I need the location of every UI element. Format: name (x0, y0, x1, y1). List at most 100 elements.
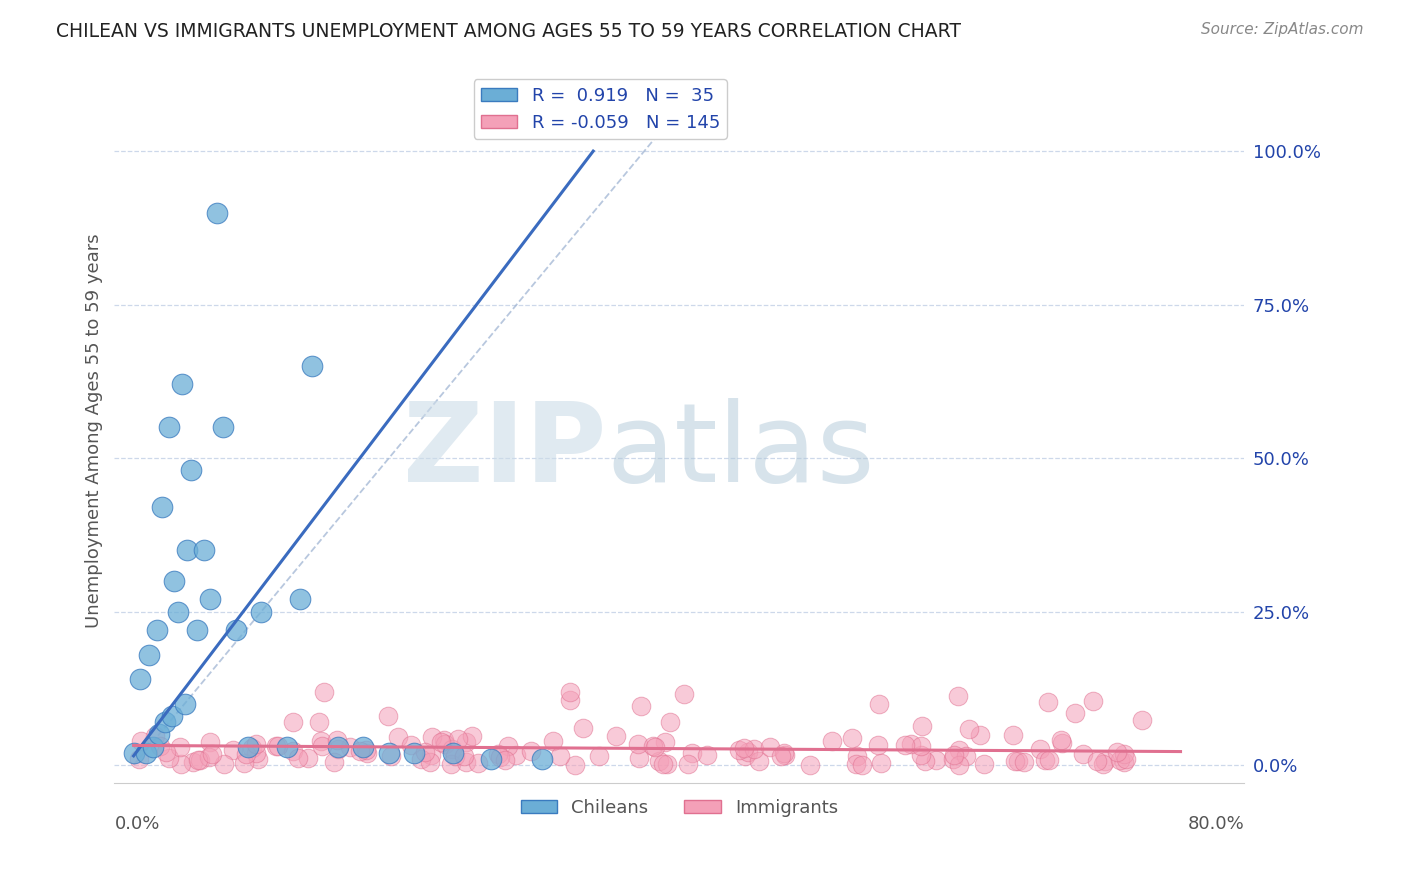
Point (447, 731, 470, 746)
Point (519, 744, 541, 758)
Point (900, 737, 922, 751)
Point (193, 543, 215, 558)
Point (186, 623, 208, 637)
Point (148, 727, 170, 741)
Point (266, 739, 288, 753)
Point (564, 757, 586, 772)
Point (727, 743, 749, 757)
Point (742, 742, 765, 756)
Point (969, 728, 991, 742)
Point (430, 735, 453, 749)
Point (1112, 747, 1135, 761)
Point (1115, 752, 1137, 766)
Point (479, 752, 502, 766)
Text: CHILEAN VS IMMIGRANTS UNEMPLOYMENT AMONG AGES 55 TO 59 YEARS CORRELATION CHART: CHILEAN VS IMMIGRANTS UNEMPLOYMENT AMONG… (56, 22, 962, 41)
Point (696, 748, 718, 763)
Point (443, 748, 465, 763)
Point (681, 747, 703, 761)
Point (309, 733, 332, 747)
Point (733, 740, 755, 755)
Point (870, 756, 893, 771)
Point (772, 746, 794, 760)
Point (657, 756, 679, 771)
Point (841, 731, 863, 745)
Point (1029, 742, 1052, 756)
Point (148, 739, 170, 753)
Point (496, 739, 519, 754)
Point (676, 757, 699, 772)
Point (454, 755, 477, 769)
Point (1036, 695, 1059, 709)
Point (1105, 745, 1128, 759)
Point (240, 740, 263, 755)
Point (441, 746, 464, 760)
Point (799, 757, 821, 772)
Point (868, 738, 890, 752)
Point (409, 752, 432, 766)
Point (276, 739, 298, 754)
Point (222, 743, 245, 757)
Point (301, 359, 323, 373)
Point (308, 715, 330, 730)
Point (1085, 754, 1108, 768)
Point (160, 709, 183, 723)
Point (652, 757, 675, 772)
Point (181, 756, 204, 770)
Legend: Chileans, Immigrants: Chileans, Immigrants (513, 791, 845, 824)
Point (339, 740, 361, 755)
Point (356, 743, 378, 757)
Point (759, 740, 782, 755)
Point (821, 733, 844, 747)
Point (911, 719, 934, 733)
Point (281, 715, 304, 730)
Point (440, 742, 463, 756)
Point (541, 734, 564, 748)
Point (654, 735, 676, 749)
Point (648, 754, 671, 768)
Point (378, 746, 401, 760)
Point (673, 687, 696, 701)
Point (1001, 729, 1024, 743)
Point (172, 377, 194, 392)
Point (1064, 706, 1087, 720)
Point (356, 747, 378, 761)
Point (1049, 733, 1071, 747)
Point (380, 749, 402, 764)
Point (287, 750, 309, 764)
Point (129, 733, 152, 747)
Point (399, 739, 422, 753)
Point (494, 753, 516, 767)
Point (155, 715, 177, 730)
Point (924, 753, 946, 767)
Point (627, 737, 650, 751)
Point (176, 543, 198, 558)
Point (205, 205, 228, 219)
Point (198, 592, 221, 607)
Point (948, 742, 970, 756)
Point (1114, 755, 1136, 769)
Point (420, 730, 443, 744)
Point (851, 757, 873, 772)
Point (150, 500, 173, 515)
Point (605, 730, 627, 744)
Point (264, 739, 287, 753)
Point (297, 750, 319, 764)
Point (1007, 754, 1029, 768)
Point (560, 693, 582, 707)
Point (311, 739, 333, 754)
Point (1130, 713, 1153, 727)
Point (505, 747, 527, 762)
Point (910, 739, 932, 754)
Point (281, 743, 304, 757)
Point (387, 730, 409, 744)
Point (163, 574, 186, 588)
Point (142, 739, 165, 754)
Point (238, 739, 260, 754)
Point (734, 748, 756, 763)
Point (170, 757, 193, 772)
Point (418, 755, 440, 769)
Text: 0.0%: 0.0% (114, 815, 160, 833)
Point (377, 709, 399, 723)
Point (773, 747, 796, 762)
Point (628, 751, 651, 765)
